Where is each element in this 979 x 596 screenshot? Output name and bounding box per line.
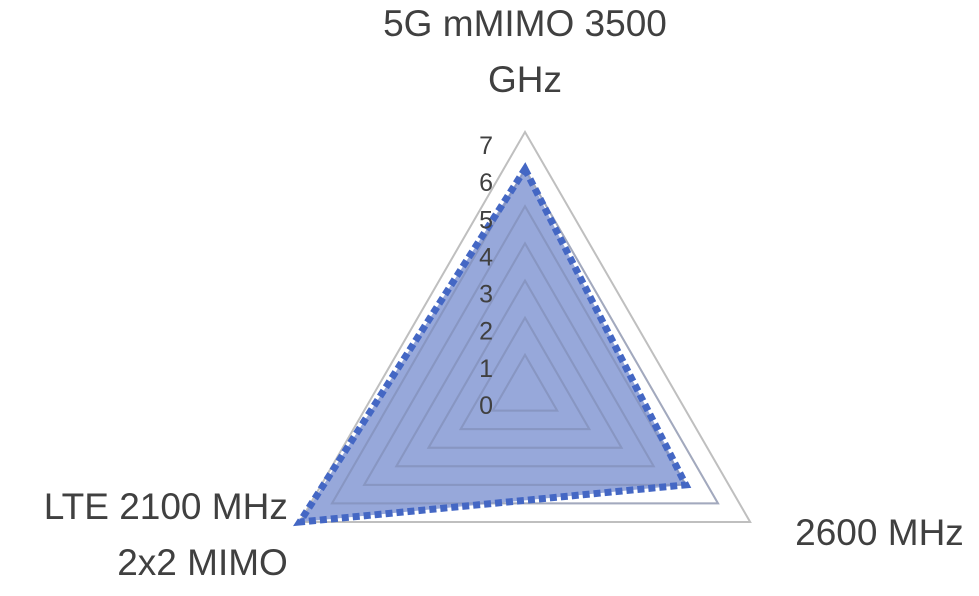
radial-tick-labels: 0 1 2 3 4 5 6 7: [479, 132, 493, 420]
tick-label-1: 1: [479, 355, 493, 383]
inner-grid-ring-4: [394, 241, 656, 468]
tick-label-3: 3: [479, 281, 493, 309]
category-label-line: LTE 2100 MHz: [44, 486, 288, 527]
category-label-line: GHz: [488, 59, 562, 100]
grid-ring-7: [298, 130, 752, 523]
category-label-line: 5G mMIMO 3500: [383, 3, 667, 44]
inner-grid-ring-5: [362, 204, 688, 486]
inner-grid-ring-3: [426, 278, 624, 449]
category-label-line: 2x2 MIMO: [117, 542, 288, 583]
category-label-1: 2600 MHz: [795, 512, 964, 553]
category-labels: 5G mMIMO 3500 GHz 2600 MHz LTE 2100 MHz 2x2 …: [44, 3, 964, 583]
tick-label-7: 7: [479, 132, 493, 160]
series-layer: [293, 162, 720, 527]
inner-grid-ring-2: [458, 315, 592, 431]
tick-label-2: 2: [479, 318, 493, 346]
category-label-line: 2600 MHz: [795, 512, 964, 553]
category-label-2: LTE 2100 MHz 2x2 MIMO: [44, 486, 288, 583]
inner-grid-ring-6: [330, 167, 720, 505]
tick-label-4: 4: [479, 243, 493, 271]
series-area-0: [299, 169, 686, 522]
category-label-0: 5G mMIMO 3500 GHz: [383, 3, 667, 100]
series-outline-0: [293, 162, 692, 527]
tick-label-5: 5: [479, 206, 493, 234]
tick-label-0: 0: [479, 392, 493, 420]
tick-label-6: 6: [479, 169, 493, 197]
inner-grid-ring-1: [491, 352, 559, 412]
